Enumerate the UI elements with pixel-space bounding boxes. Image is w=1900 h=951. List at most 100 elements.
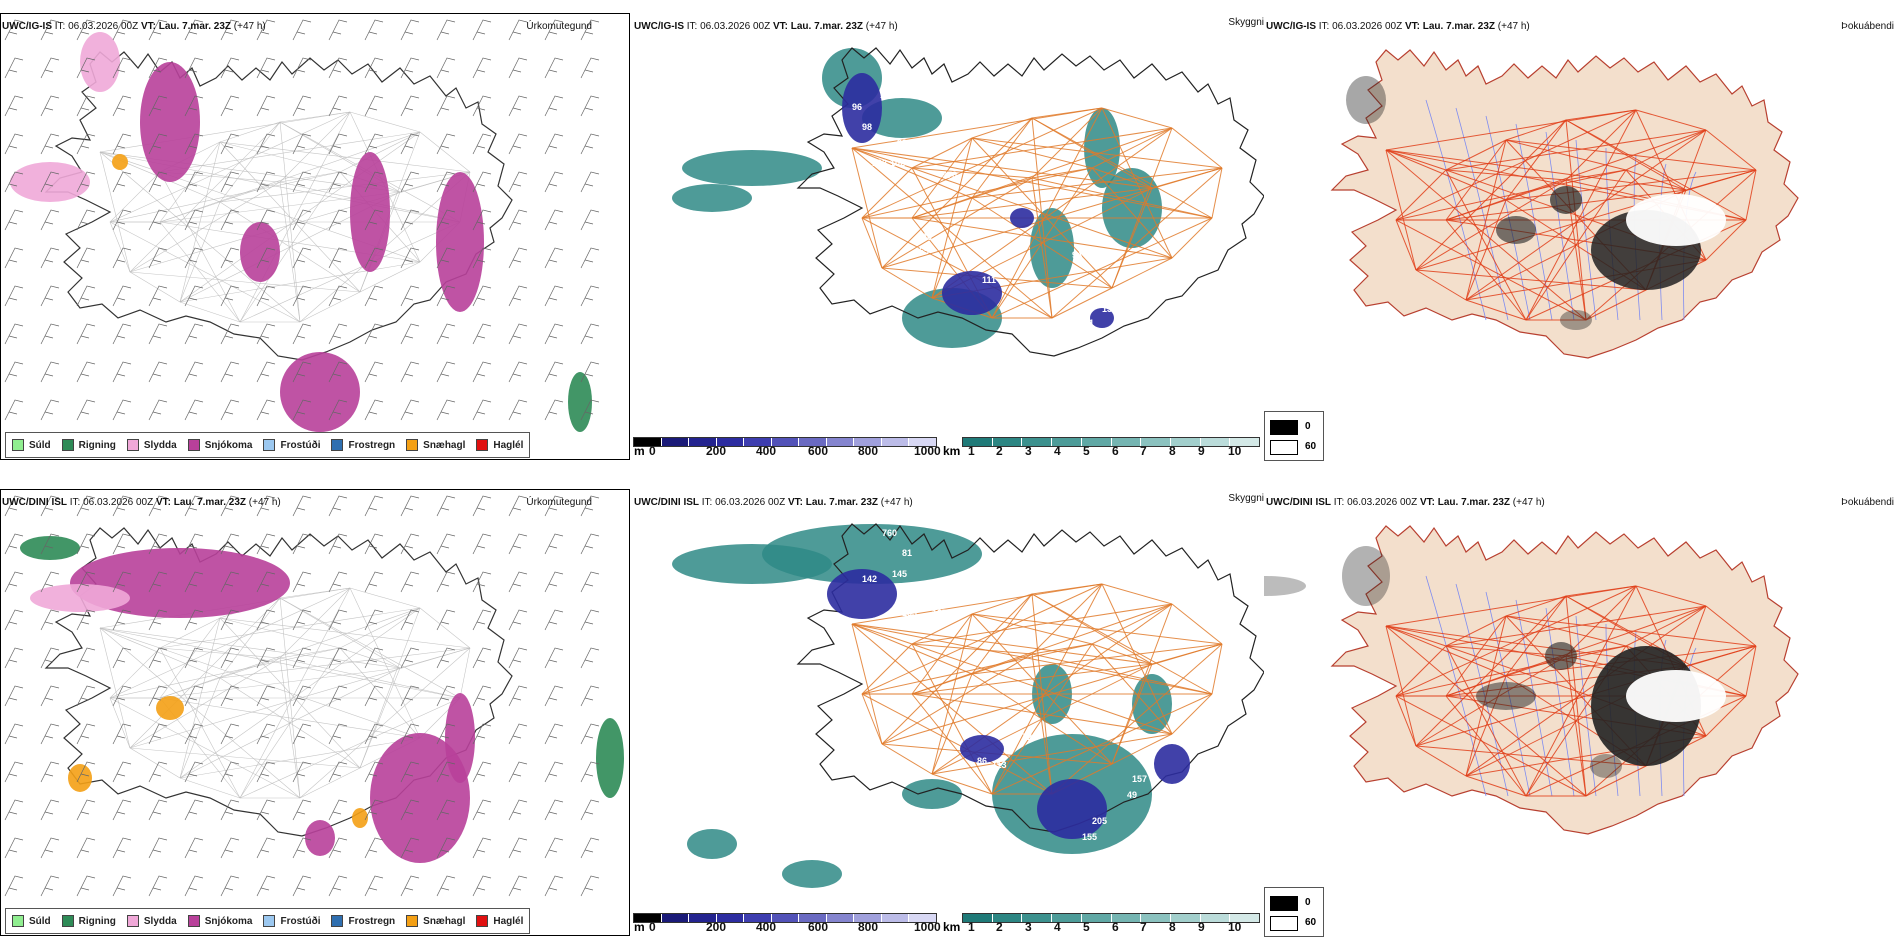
road-line (99, 627, 161, 649)
wind-barb (76, 571, 96, 593)
road-line (1445, 615, 1507, 647)
wind-barb (292, 685, 312, 707)
cloud-base-value: 98 (862, 122, 872, 132)
colorbar-segment (909, 914, 937, 922)
fog-map (1264, 525, 1799, 835)
model-row-dini: Súld Rigning Slydda Snjókoma Frostúði Frostre… (0, 476, 1900, 951)
road-line (1111, 127, 1173, 289)
it-value: 06.03.2026 00Z (1332, 21, 1403, 32)
wind-barb (544, 799, 564, 821)
road-line (1091, 167, 1173, 259)
road-line (1395, 695, 1417, 747)
legend-label: Snjókoma (204, 915, 253, 927)
wind-barb (184, 837, 204, 859)
snow-area (445, 693, 475, 783)
road-line (1395, 219, 1417, 271)
road-line (179, 201, 221, 303)
road-line (349, 587, 421, 609)
road-line (861, 643, 1093, 695)
wind-barb (184, 171, 204, 193)
road-line (279, 657, 301, 799)
river-line (1425, 575, 1487, 797)
road-line (881, 117, 1033, 269)
wind-barb (292, 495, 312, 517)
road-line (851, 147, 883, 269)
legend-swatch (476, 439, 489, 451)
colorbar-segment (963, 438, 993, 446)
wind-barb (4, 495, 24, 517)
road-line (1031, 177, 1213, 219)
wind-barb (148, 209, 168, 231)
road-line (1445, 675, 1507, 697)
cloud-base-value: 102 (872, 158, 887, 168)
road-line (851, 147, 913, 169)
low-visibility-area (672, 544, 832, 584)
wind-barb (328, 285, 348, 307)
cloud-base-value: 70 (1170, 332, 1180, 342)
river-line (1425, 99, 1487, 321)
model-name: UWC/DINI ISL (634, 497, 699, 508)
wind-barb (508, 361, 528, 383)
fog-area (1264, 576, 1306, 596)
wind-barb (112, 399, 132, 421)
run-header: UWC/DINI ISL IT: 06.03.2026 00Z VT: Lau.… (1266, 497, 1545, 508)
road-line (159, 647, 281, 659)
wind-barb (472, 837, 492, 859)
wind-barb (148, 57, 168, 79)
wind-barb (184, 323, 204, 345)
wind-barb (220, 361, 240, 383)
road-line (129, 271, 181, 303)
legend-item: Snjókoma (187, 915, 253, 927)
road-line (99, 627, 461, 699)
wind-barb (472, 323, 492, 345)
wind-barb (292, 571, 312, 593)
road-line (1705, 129, 1757, 171)
colorbar-segment (992, 438, 1023, 446)
wind-barb (472, 495, 492, 517)
road-line (159, 131, 421, 223)
wind-barb (4, 399, 24, 421)
wind-barb (40, 761, 60, 783)
road-line (339, 607, 421, 649)
road-line (219, 647, 471, 679)
fog-area (1590, 754, 1622, 778)
road-line (159, 131, 421, 173)
wind-barb (148, 399, 168, 421)
road-line (299, 291, 361, 323)
road-line (109, 587, 351, 699)
road-line (419, 131, 471, 173)
road-line (1385, 625, 1447, 647)
wind-barb (400, 571, 420, 593)
wind-barb (184, 609, 204, 631)
wind-barb (436, 171, 456, 193)
cloud-base-value: 72 (1022, 732, 1032, 742)
it-label: IT: (54, 21, 66, 32)
height-tick: 0 (649, 444, 656, 458)
road-line (881, 743, 933, 775)
cloud-base-value: 94 (1072, 250, 1082, 260)
panel-title: Úrkomutegund (526, 21, 592, 32)
road-line (1445, 129, 1707, 221)
visibility-tick: 6 (1112, 444, 1119, 458)
colorbar-segment (1111, 914, 1142, 922)
road-line (219, 617, 361, 769)
wind-barb (220, 875, 240, 897)
road-line (1031, 583, 1103, 595)
model-name: UWC/DINI ISL (1266, 497, 1331, 508)
colorbar-segment (1230, 438, 1260, 446)
fog-area (1560, 310, 1592, 330)
legend-item: Rigning (61, 915, 116, 927)
colorbar-segment (689, 914, 717, 922)
model-name: UWC/IG-IS (2, 21, 52, 32)
wind-barb (580, 285, 600, 307)
vt-value: Lau. 7.mar. 23Z (173, 497, 247, 508)
road-line (359, 607, 421, 769)
wind-barb (508, 171, 528, 193)
wind-barb (4, 647, 24, 669)
river-line (1455, 583, 1509, 797)
wind-barb (328, 399, 348, 421)
visibility-tick: 4 (1054, 444, 1061, 458)
road-line (1031, 107, 1103, 179)
wind-barb (112, 361, 132, 383)
road-line (911, 613, 973, 645)
